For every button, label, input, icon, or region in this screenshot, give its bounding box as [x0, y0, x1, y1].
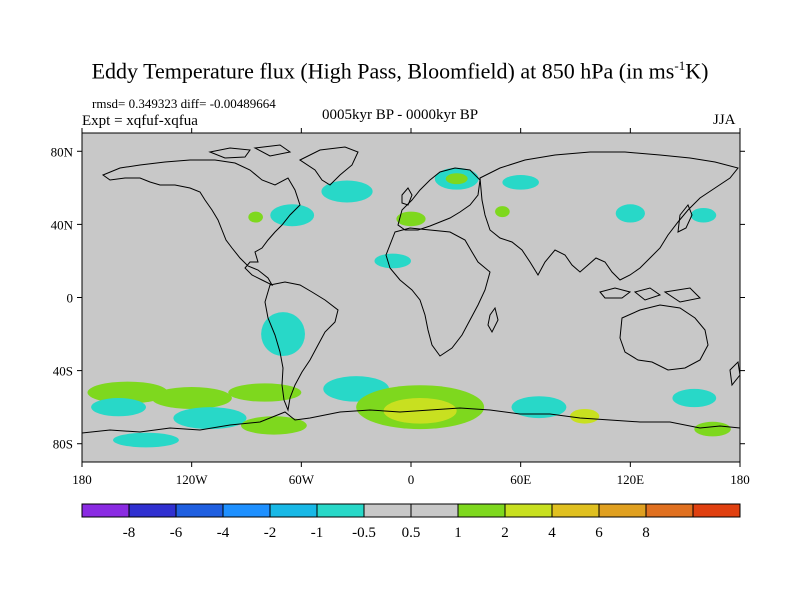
x-tick-label: 120W [176, 472, 209, 487]
period-label: 0005kyr BP - 0000kyr BP [322, 107, 479, 123]
coast-australia [619, 304, 709, 371]
colorbar-label: -2 [264, 525, 277, 541]
y-tick-label: 40N [51, 217, 74, 232]
stats-line: rmsd= 0.349323 diff= -0.00489664 [92, 96, 276, 111]
anomaly-region [445, 173, 468, 185]
coast-british-isles [401, 187, 413, 206]
anomaly-region [502, 175, 539, 190]
colorbar-swatch [316, 503, 365, 518]
colorbar-label: -1 [311, 525, 324, 541]
anomaly-region [672, 388, 717, 408]
coast-asia [479, 151, 739, 281]
y-tick-label: 40S [53, 364, 73, 379]
season-label: JJA [713, 112, 736, 128]
anomaly-region [270, 204, 315, 227]
anomaly-region [374, 253, 411, 269]
coast-indonesia [599, 287, 702, 303]
colorbar-swatch [457, 503, 506, 518]
anomaly-layer [87, 167, 731, 448]
coast-south-america [264, 281, 339, 412]
coast-antarctica [82, 407, 740, 434]
colorbar: -8 -6 -4 -2 -1 -0.5 0.5 1 2 4 6 8 [81, 503, 741, 541]
coast-africa [385, 227, 491, 357]
colorbar-swatch [222, 503, 271, 518]
colorbar-swatch [175, 503, 224, 518]
anomaly-region [570, 408, 600, 424]
experiment-line: Expt = xqfuf-xqfua [82, 113, 198, 129]
colorbar-label: -0.5 [352, 525, 376, 541]
colorbar-label: 6 [595, 525, 603, 541]
anomaly-region [113, 432, 179, 448]
y-tick-label: 0 [67, 291, 74, 306]
colorbar-swatch [504, 503, 553, 518]
colorbar-swatch [410, 503, 459, 518]
anomaly-region [511, 396, 567, 419]
x-tick-label: 0 [408, 472, 415, 487]
colorbar-swatch [598, 503, 647, 518]
colorbar-label: -8 [123, 525, 136, 541]
anomaly-region [694, 421, 731, 437]
anomaly-region [228, 383, 302, 402]
colorbar-swatch [551, 503, 600, 518]
colorbar-label: 1 [454, 525, 462, 541]
colorbar-label: 0.5 [402, 525, 421, 541]
x-tick-label: 180 [730, 472, 750, 487]
x-tick-label: 180 [72, 472, 92, 487]
coast-north-america [101, 159, 301, 287]
colorbar-label: 4 [548, 525, 556, 541]
coast-arctic-islands [208, 144, 292, 159]
y-tick-label: 80N [51, 144, 74, 159]
anomaly-region [690, 207, 717, 223]
anomaly-region [261, 312, 305, 356]
x-tick-label: 120E [617, 472, 645, 487]
coast-new-zealand [729, 360, 740, 387]
colorbar-swatch [269, 503, 318, 518]
anomaly-region [151, 387, 232, 409]
coastlines [82, 144, 740, 434]
colorbar-label: -6 [170, 525, 183, 541]
chart-title: Eddy Temperature flux (High Pass, Bloomf… [91, 58, 709, 84]
anomaly-region [321, 180, 373, 203]
coast-greenland [299, 146, 359, 186]
anomaly-region [87, 381, 168, 404]
anomaly-region [241, 416, 307, 435]
anomaly-region [615, 204, 645, 223]
anomaly-region [396, 211, 426, 227]
x-tick-label: 60W [289, 472, 315, 487]
colorbar-label: 2 [501, 525, 509, 541]
colorbar-label: -4 [217, 525, 230, 541]
colorbar-swatch [363, 503, 412, 518]
axis-ticks: 180 120W 60W 0 60E 120E 180 80N 40N 0 40S 80S [51, 128, 750, 487]
colorbar-swatch [692, 503, 741, 518]
anomaly-region [248, 211, 263, 223]
coast-europe [397, 167, 481, 231]
anomaly-region [495, 206, 510, 218]
anomaly-region [173, 407, 247, 430]
anomaly-region [91, 398, 146, 417]
coast-japan [677, 204, 693, 233]
coast-madagascar [487, 306, 499, 334]
colorbar-swatch [645, 503, 694, 518]
x-tick-label: 60E [510, 472, 531, 487]
colorbar-swatch [81, 503, 130, 518]
y-tick-label: 80S [53, 437, 73, 452]
colorbar-label: 8 [642, 525, 650, 541]
colorbar-swatch [128, 503, 177, 518]
